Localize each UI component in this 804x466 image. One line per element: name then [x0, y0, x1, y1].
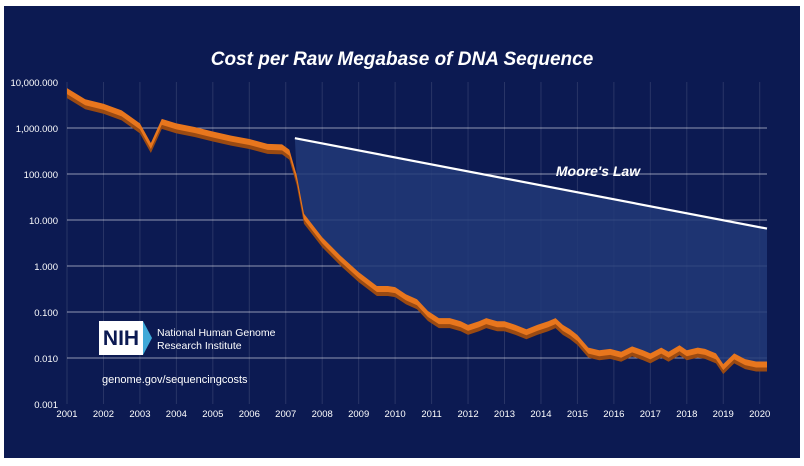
y-axis-tick-labels: 10,000.000 1,000.000 100.000 10.000 1.000 0.1… [10, 78, 58, 411]
x-tick-label: 2005 [202, 409, 223, 420]
x-tick-label: 2014 [530, 409, 551, 420]
moores-law-gap-area [294, 138, 767, 366]
x-tick-label: 2017 [640, 409, 661, 420]
y-tick-label: 1,000.000 [16, 124, 58, 135]
cost-series [66, 88, 768, 375]
x-tick-label: 2007 [275, 409, 296, 420]
x-axis-tick-labels: 2001 2002 2003 2004 2005 2006 2007 2008 2009 2010… [56, 409, 770, 420]
x-tick-label: 2006 [239, 409, 260, 420]
y-tick-label: 1.000 [34, 262, 58, 273]
institute-name-line-1: National Human Genome [157, 327, 276, 339]
x-tick-label: 2016 [603, 409, 624, 420]
x-tick-label: 2004 [166, 409, 187, 420]
moores-law-line [294, 137, 768, 230]
x-tick-label: 2020 [749, 409, 770, 420]
y-tick-label: 10.000 [29, 216, 58, 227]
y-tick-label: 0.001 [34, 400, 58, 411]
x-tick-label: 2019 [713, 409, 734, 420]
x-tick-label: 2009 [348, 409, 369, 420]
x-tick-label: 2001 [56, 409, 77, 420]
x-tick-label: 2011 [421, 409, 441, 420]
y-tick-label: 0.100 [34, 308, 58, 319]
y-tick-label: 0.010 [34, 354, 58, 365]
institute-name-line-2: Research Institute [157, 340, 242, 352]
y-tick-label: 100.000 [24, 170, 58, 181]
nih-logo-box [99, 321, 143, 355]
x-tick-label: 2015 [567, 409, 588, 420]
moores-law-label: Moore's Law [556, 163, 641, 179]
y-tick-label: 10,000.000 [10, 78, 58, 89]
x-tick-label: 2010 [385, 409, 406, 420]
x-tick-label: 2003 [129, 409, 150, 420]
nih-logo-chevron [143, 321, 152, 355]
x-tick-label: 2012 [457, 409, 478, 420]
x-tick-label: 2008 [312, 409, 333, 420]
x-tick-label: 2018 [676, 409, 697, 420]
chart-title: Cost per Raw Megabase of DNA Sequence [211, 49, 594, 70]
source-url[interactable]: genome.gov/sequencingcosts [102, 374, 248, 386]
nih-logo-text: NIH [103, 327, 139, 350]
nih-logo: NIH [99, 321, 152, 355]
x-tick-label: 2013 [494, 409, 515, 420]
x-tick-label: 2002 [93, 409, 114, 420]
